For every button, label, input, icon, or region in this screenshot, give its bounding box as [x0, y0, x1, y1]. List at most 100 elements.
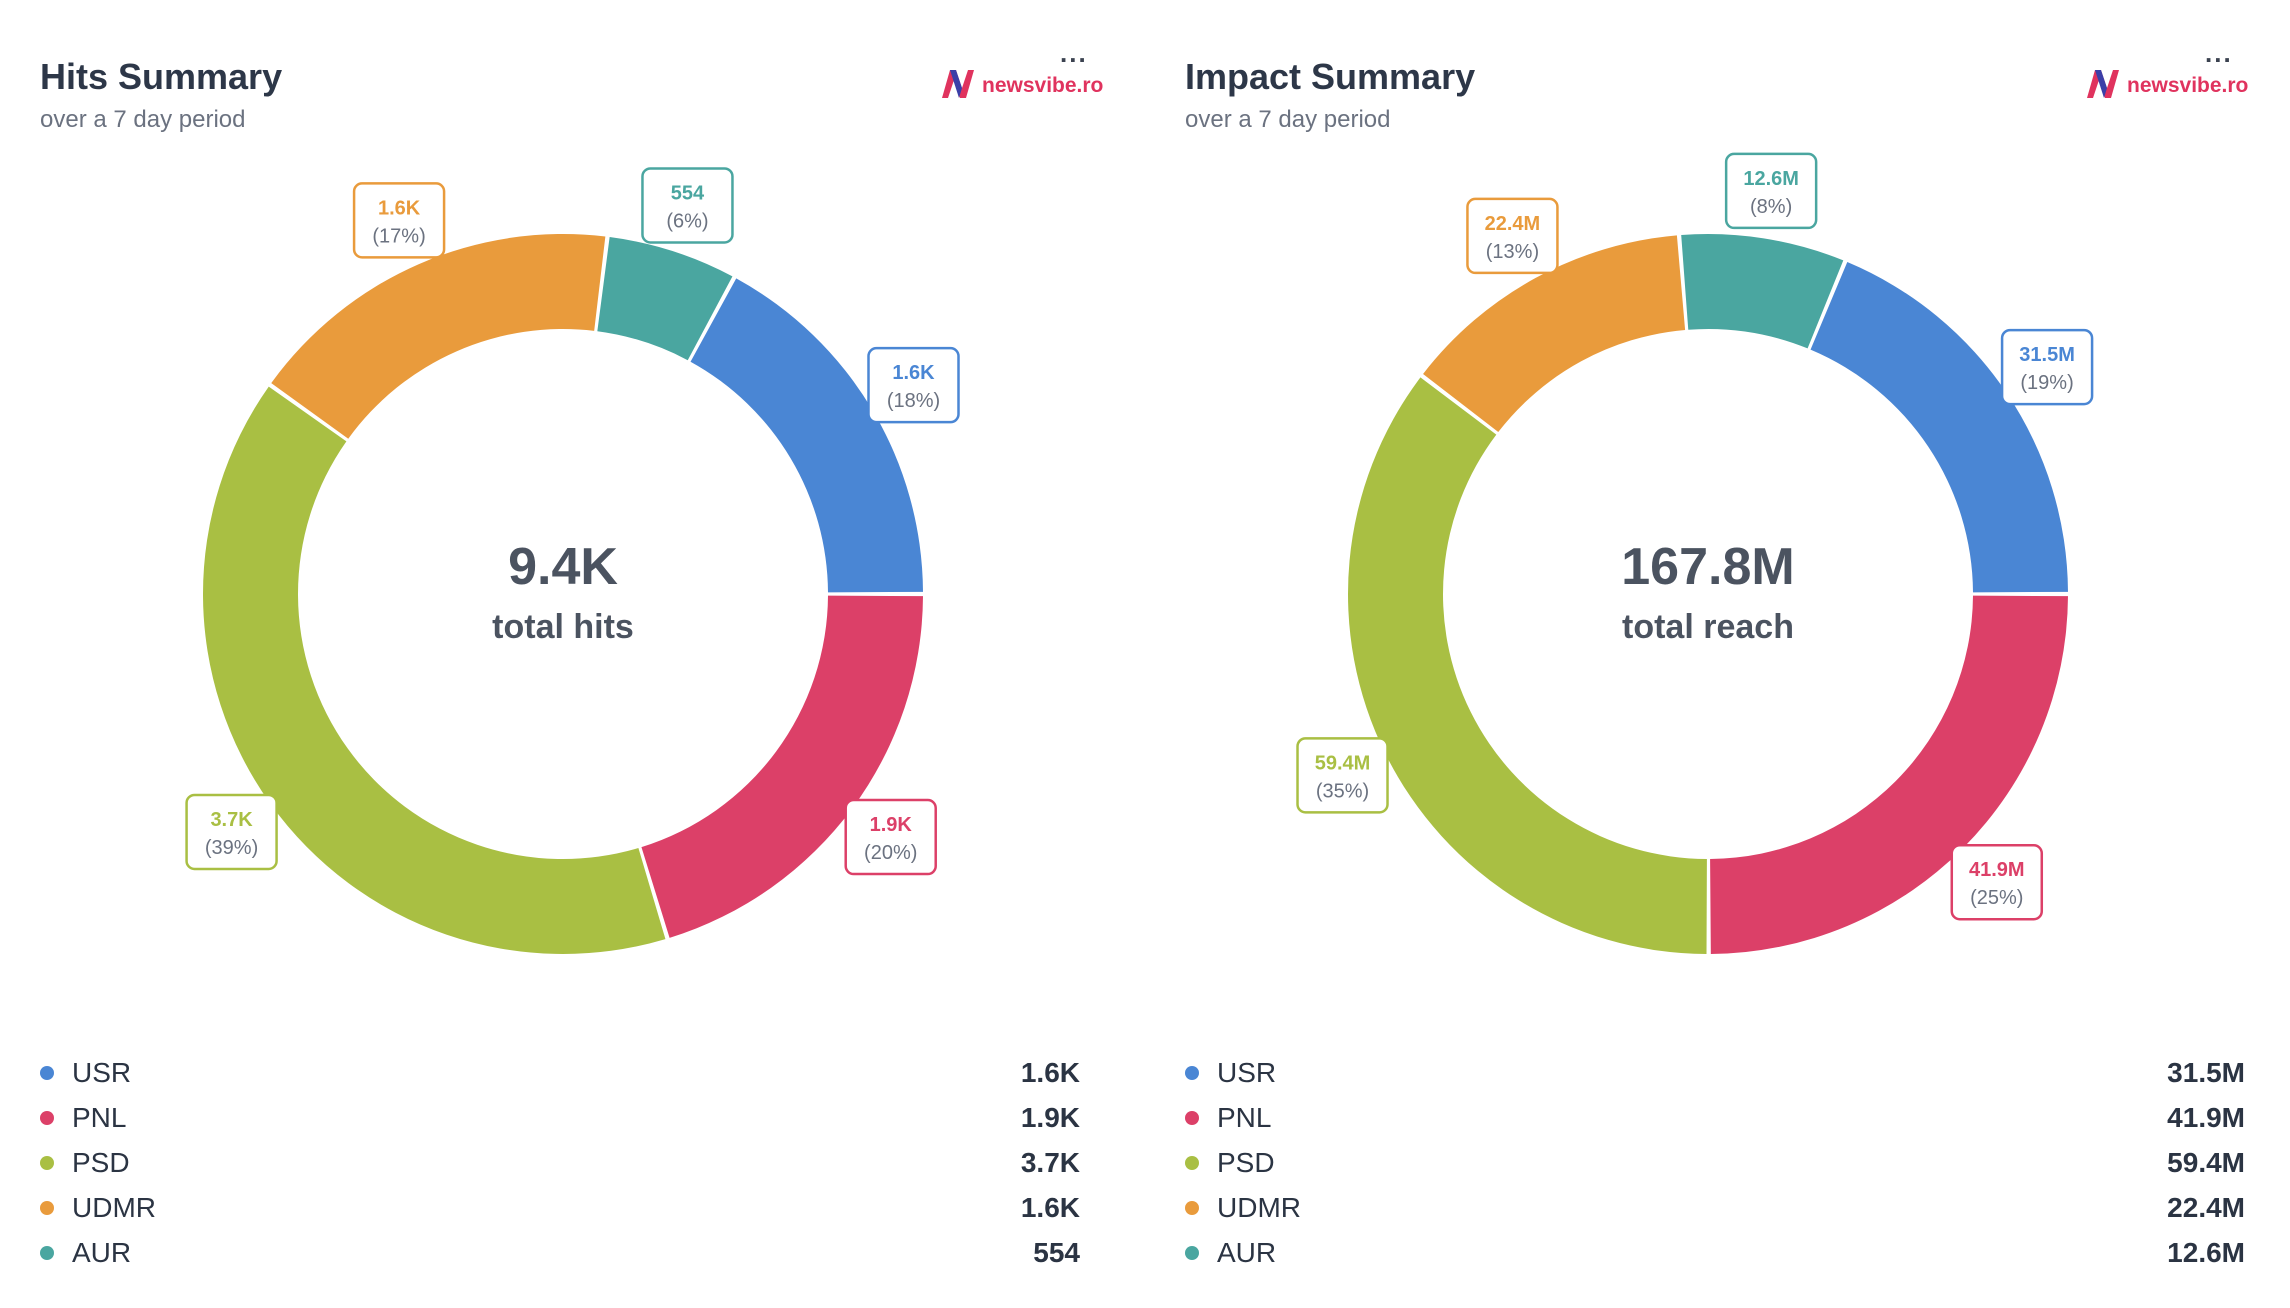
legend-dot [40, 1110, 54, 1125]
slice-percent-label: (18%) [887, 390, 940, 412]
slice-percent-label: (19%) [2020, 372, 2073, 394]
donut-slice-aur [1681, 234, 1844, 349]
legend-label: PSD [72, 1146, 130, 1178]
slice-value-label: 1.6K [892, 362, 935, 384]
slice-value-label: 3.7K [210, 809, 253, 831]
slice-value-label: 22.4M [1485, 213, 1541, 235]
donut-slice-psd [202, 386, 666, 955]
panel-title: Impact Summary [1185, 56, 1476, 97]
brand-logo: newsvibe.ro [940, 66, 1103, 100]
slice-label-box [185, 793, 278, 871]
brand-logo: newsvibe.ro [2085, 66, 2248, 100]
legend-value: 41.9M [2167, 1101, 2245, 1133]
newsvibe-logo-icon [942, 70, 974, 98]
legend-item-psd: PSD 3.7K [40, 1140, 1080, 1185]
legend-dot [1185, 1245, 1199, 1260]
slice-percent-label: (20%) [864, 842, 917, 864]
slice-label-box [641, 167, 734, 244]
slice-percent-label: (13%) [1486, 241, 1539, 263]
legend-dot [40, 1200, 54, 1215]
slice-label-psd: 59.4M (35%) [1296, 737, 1389, 814]
slice-value-label: 12.6M [1743, 168, 1799, 190]
slice-label-box [352, 182, 446, 259]
legend-label: UDMR [72, 1191, 156, 1223]
slice-label-box [1466, 197, 1559, 275]
legend-dot [40, 1155, 54, 1170]
slice-label-box [867, 346, 960, 424]
slice-value-label: 1.6K [378, 197, 421, 219]
donut-slice-pnl [641, 595, 923, 938]
slice-label-box [1296, 737, 1389, 814]
brand-name: newsvibe.ro [2127, 74, 2249, 97]
legend-value: 1.6K [1020, 1191, 1080, 1223]
slice-label-box [1724, 152, 1818, 230]
legend-dot [1185, 1200, 1199, 1215]
slice-value-label: 31.5M [2019, 344, 2075, 366]
center-value: 9.4K [508, 538, 618, 596]
legend-item-pnl: PNL 1.9K [40, 1095, 1080, 1140]
legend-value: 31.5M [2167, 1056, 2245, 1088]
brand-name: newsvibe.ro [982, 74, 1104, 97]
slice-label-pnl: 1.9K (20%) [844, 798, 937, 876]
donut-slice-udmr [271, 234, 606, 439]
donut-slice-udmr [1423, 235, 1686, 433]
legend-label: PNL [72, 1101, 127, 1133]
slice-label-udmr: 1.6K (17%) [352, 182, 446, 259]
legend-value: 554 [1033, 1236, 1080, 1268]
more-options-icon[interactable]: ... [2205, 38, 2233, 68]
legend-dot [1185, 1155, 1199, 1170]
slice-percent-label: (25%) [1970, 887, 2023, 909]
donut-slice-aur [597, 237, 733, 361]
panel-title: Hits Summary [40, 56, 283, 97]
slice-label-usr: 31.5M (19%) [2000, 328, 2094, 406]
hits-summary-panel: Hits Summary over a 7 day period newsvib… [40, 38, 1103, 1275]
slice-value-label: 1.9K [870, 814, 913, 836]
legend-value: 22.4M [2167, 1191, 2245, 1223]
impact-legend: USR 31.5M PNL 41.9M PSD 59.4M UDMR 22.4M AUR… [1185, 1050, 2245, 1275]
legend-label: PNL [1217, 1101, 1272, 1133]
legend-item-udmr: UDMR 22.4M [1185, 1185, 2245, 1230]
slice-label-aur: 12.6M (8%) [1724, 152, 1818, 230]
legend-item-aur: AUR 12.6M [1185, 1230, 2245, 1275]
slice-percent-label: (8%) [1750, 196, 1792, 218]
slice-percent-label: (39%) [205, 837, 258, 859]
slice-value-label: 41.9M [1969, 859, 2025, 881]
slice-percent-label: (17%) [372, 225, 425, 247]
legend-value: 1.6K [1020, 1056, 1080, 1088]
legend-item-usr: USR 1.6K [40, 1050, 1080, 1095]
legend-item-pnl: PNL 41.9M [1185, 1095, 2245, 1140]
legend-dot [40, 1065, 54, 1080]
legend-value: 1.9K [1020, 1101, 1080, 1133]
legend-label: AUR [1217, 1236, 1277, 1268]
legend-dot [1185, 1065, 1199, 1080]
panel-subtitle: over a 7 day period [40, 106, 246, 133]
legend-dot [1185, 1110, 1199, 1125]
center-label: total reach [1622, 608, 1794, 646]
slice-label-usr: 1.6K (18%) [867, 346, 960, 424]
legend-value: 59.4M [2167, 1146, 2245, 1178]
hits-legend: USR 1.6K PNL 1.9K PSD 3.7K UDMR 1.6K AUR 554 [40, 1050, 1080, 1275]
slice-label-box [844, 798, 937, 876]
donut-slice-psd [1348, 377, 1707, 954]
impact-donut-chart: 31.5M (19%) 12.6M (8%) 22.4M (13%) 59.4M (35%) 4… [1296, 152, 2094, 954]
slice-label-box [2000, 328, 2094, 406]
legend-label: AUR [72, 1236, 132, 1268]
legend-label: USR [1217, 1056, 1277, 1088]
more-options-icon[interactable]: ... [1060, 38, 1088, 68]
slice-percent-label: (35%) [1316, 780, 1369, 802]
center-label: total hits [492, 608, 634, 646]
panel-subtitle: over a 7 day period [1185, 106, 1391, 133]
legend-label: PSD [1217, 1146, 1275, 1178]
slice-label-aur: 554 (6%) [641, 167, 734, 244]
impact-summary-panel: Impact Summary over a 7 day period newsv… [1145, 0, 2290, 1308]
legend-item-usr: USR 31.5M [1185, 1050, 2245, 1095]
slice-value-label: 554 [671, 182, 705, 204]
slice-label-pnl: 41.9M (25%) [1950, 843, 2044, 921]
slice-label-box [1950, 843, 2044, 921]
legend-item-udmr: UDMR 1.6K [40, 1185, 1080, 1230]
donut-slice-usr [1810, 262, 2068, 593]
newsvibe-logo-icon [2087, 70, 2119, 98]
legend-value: 3.7K [1020, 1146, 1080, 1178]
slice-percent-label: (6%) [666, 210, 708, 232]
legend-value: 12.6M [2167, 1236, 2245, 1268]
